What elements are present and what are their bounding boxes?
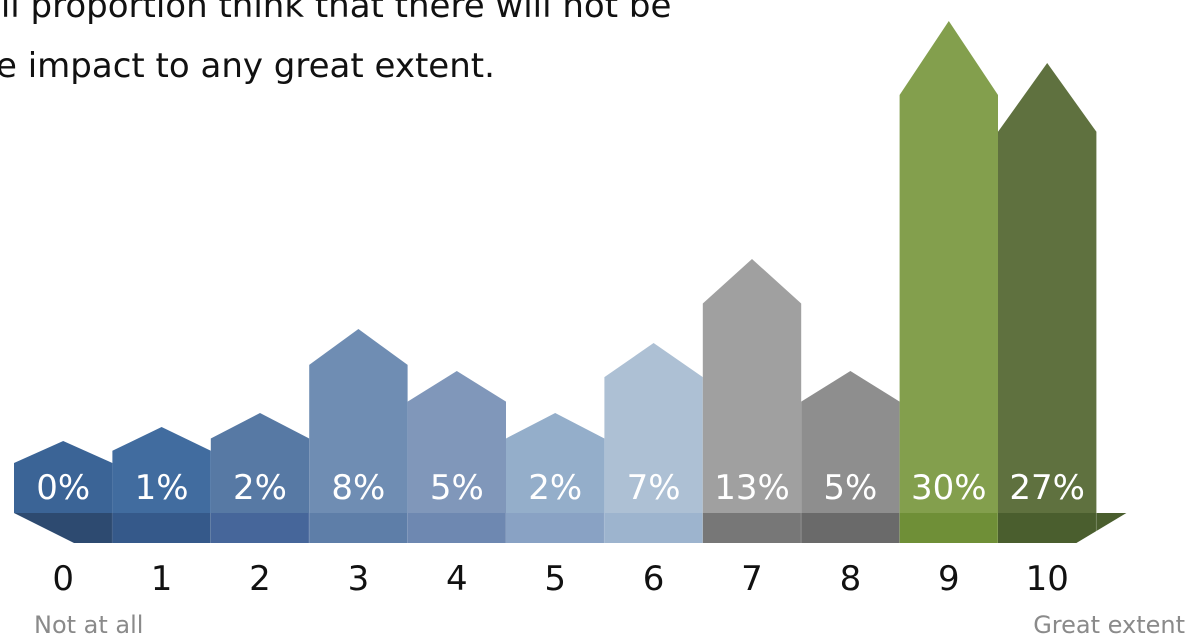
bar (899, 21, 998, 513)
bar (604, 343, 703, 513)
bar (407, 371, 506, 513)
bars-group (14, 21, 1127, 543)
data-label: 0% (36, 468, 90, 508)
bar-base (998, 513, 1127, 543)
scale-start-label: Not at all (34, 611, 143, 638)
bar (112, 427, 211, 513)
tick-label: 2 (249, 559, 271, 599)
data-label: 5% (430, 468, 484, 508)
tick-label: 4 (446, 559, 468, 599)
bar-base (899, 513, 998, 543)
tick-label: 9 (938, 559, 960, 599)
bar (210, 413, 310, 513)
data-label: 1% (135, 468, 189, 508)
bar-base (801, 513, 900, 543)
bar-base (407, 513, 506, 543)
data-label: 5% (823, 468, 877, 508)
scale-end-label: Great extent (1033, 611, 1185, 638)
tick-label: 7 (741, 559, 763, 599)
data-label: 7% (627, 468, 681, 508)
data-label: 2% (528, 468, 582, 508)
caption-line-2: e impact to any great extent. (0, 46, 495, 86)
tick-label: 8 (840, 559, 862, 599)
bar (801, 371, 900, 513)
data-label: 27% (1009, 468, 1085, 508)
bar (309, 329, 408, 513)
data-label: 13% (714, 468, 790, 508)
tick-label: 6 (643, 559, 665, 599)
data-label: 2% (233, 468, 287, 508)
tick-label: 10 (1026, 559, 1069, 599)
bar-base (112, 513, 211, 543)
bar-base (702, 513, 802, 543)
bar (702, 259, 802, 513)
data-label: 8% (331, 468, 385, 508)
tick-label: 1 (151, 559, 173, 599)
tick-label: 5 (544, 559, 566, 599)
category-labels: 0 1 2 3 4 5 6 7 8 9 10 (52, 559, 1068, 599)
bar (998, 63, 1097, 513)
bar-base (604, 513, 703, 543)
bar-base (210, 513, 310, 543)
data-label: 30% (911, 468, 987, 508)
bar (14, 441, 113, 513)
tick-label: 3 (348, 559, 370, 599)
bar-base (506, 513, 605, 543)
tick-label: 0 (52, 559, 74, 599)
value-labels: 0% 1% 2% 8% 5% 2% 7% 13% 5% 30% 27% (36, 468, 1085, 508)
bar-base (309, 513, 408, 543)
caption-line-1: all proportion think that there will not… (0, 0, 672, 26)
bar (506, 413, 605, 513)
